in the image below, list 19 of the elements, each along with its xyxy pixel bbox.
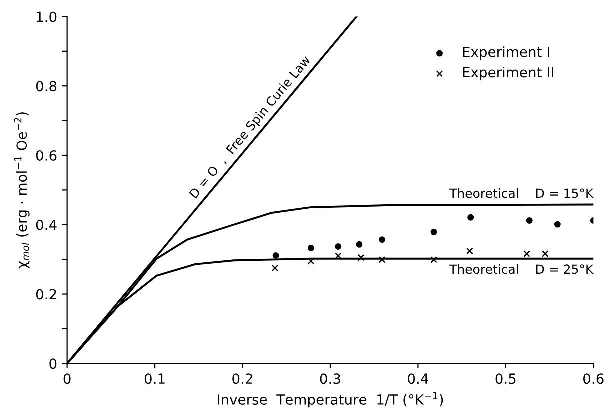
x-tick-label: 0 bbox=[64, 374, 71, 384]
y-tick-label: 0.4 bbox=[36, 220, 57, 230]
x-tick-label: 0.1 bbox=[144, 374, 165, 384]
annotation: Theoretical D = 25°K bbox=[449, 264, 594, 274]
legend-label: Experiment II bbox=[463, 66, 554, 80]
annotation: Theoretical D = 15°K bbox=[449, 188, 594, 198]
y-tick-label: 0 bbox=[50, 358, 57, 370]
legend-label: Experiment I bbox=[463, 46, 550, 60]
y-tick-label: 0.2 bbox=[36, 289, 56, 300]
x-tick-label: 0.3 bbox=[320, 374, 340, 384]
y-tick-label: 0.6 bbox=[36, 150, 57, 161]
y-axis-title: χ$_{mol}$ (erg · mol$^{−1}$ Oe$^{−2}$) bbox=[14, 112, 30, 269]
y-tick-label: 0.8 bbox=[36, 81, 57, 92]
x-tick-label: 0.4 bbox=[408, 374, 428, 384]
y-tick-label: 1.0 bbox=[37, 12, 57, 22]
x-tick-label: 0.5 bbox=[496, 374, 516, 384]
x-tick-label: 0.6 bbox=[584, 374, 604, 384]
x-tick-label: 0.2 bbox=[232, 374, 252, 384]
x-axis-title: Inverse Temperature 1/T (°K$^{−1}$) bbox=[218, 392, 444, 408]
